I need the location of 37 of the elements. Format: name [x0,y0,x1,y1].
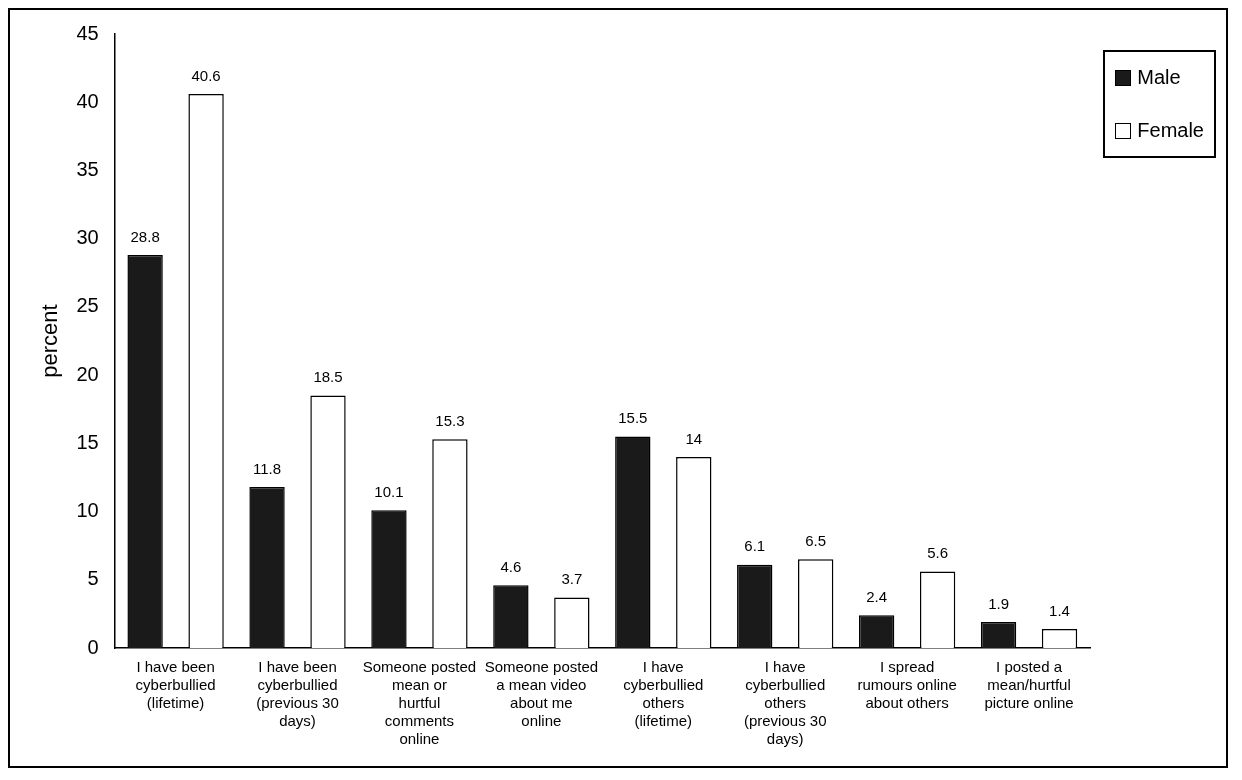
data-label: 5.6 [927,544,949,562]
x-tick-label: I have cyberbullied others (previous 30 days) [743,658,827,748]
data-label: 2.4 [866,587,888,605]
legend-label: Male [1137,66,1181,89]
data-label: 6.1 [744,537,766,555]
y-tick-label: 10 [76,499,99,522]
data-label: 15.5 [618,409,648,427]
data-label: 10.1 [374,482,404,500]
y-tick-label: 40 [76,89,99,112]
text: Female [1137,119,1204,142]
data-label: 18.5 [313,368,343,386]
y-tick-label: 25 [76,294,99,317]
y-tick-label: 35 [76,157,99,180]
y-tick-label: 5 [87,567,99,590]
y-tick-label: 0 [87,635,99,658]
data-label: 1.9 [988,594,1009,612]
data-label: 4.6 [500,557,522,575]
data-label: 3.7 [561,570,583,588]
y-axis-title: percent [37,304,63,378]
data-label: 28.8 [130,227,160,245]
x-tick-label: I posted a mean/hurtful picture online [984,658,1074,712]
y-tick-label: 30 [76,226,99,249]
y-tick-label: 20 [76,362,99,385]
x-tick-label: I spread rumours online about others [857,658,957,712]
data-label: 1.4 [1049,601,1070,619]
x-tick-label: I have cyberbullied others (lifetime) [623,658,704,730]
data-label: 40.6 [191,66,221,84]
data-label: 11.8 [253,459,282,477]
data-label: 15.3 [435,411,465,429]
y-tick-label: 15 [76,430,99,453]
x-tick-label: I have been cyberbullied (lifetime) [135,658,216,712]
x-tick-label: Someone posted a mean video about me online [484,658,599,730]
data-label: 14 [685,429,703,447]
data-label: 6.5 [805,531,827,549]
y-tick-label: 45 [76,21,99,44]
x-tick-label: Someone posted mean or hurtful comments online [362,658,477,748]
x-tick-label: I have been cyberbullied (previous 30 days) [256,658,339,730]
